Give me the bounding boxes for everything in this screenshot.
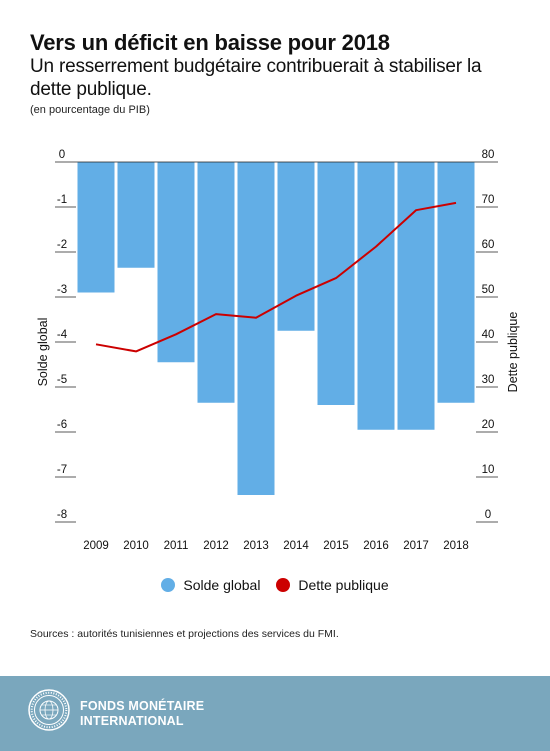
left-tick-label: -3 xyxy=(57,284,67,296)
bar-solde-global xyxy=(437,162,475,403)
left-tick-label: -1 xyxy=(57,194,67,206)
right-tick-label: 40 xyxy=(482,329,495,341)
legend-label-dette: Dette publique xyxy=(298,577,389,593)
y-axis-right-title: Dette publique xyxy=(506,312,520,393)
right-tick-label: 60 xyxy=(482,239,495,251)
right-tick-label: 70 xyxy=(482,194,495,206)
x-tick-label: 2011 xyxy=(164,540,189,552)
legend-swatch-dette xyxy=(276,578,291,592)
left-tick-label: 0 xyxy=(59,149,65,161)
legend: Solde global Dette publique xyxy=(0,575,550,595)
org-name-line2: INTERNATIONAL xyxy=(80,714,184,728)
bar-solde-global xyxy=(117,162,155,268)
line-dette-publique xyxy=(95,201,457,353)
x-tick-label: 2017 xyxy=(403,540,429,552)
legend-label-solde: Solde global xyxy=(183,577,261,593)
legend-swatch-solde xyxy=(161,578,176,592)
right-tick-label: 30 xyxy=(482,374,495,386)
legend-item-dette: Dette publique xyxy=(276,575,389,595)
right-tick-label: 20 xyxy=(482,419,495,431)
x-tick-label: 2012 xyxy=(203,540,229,552)
left-tick-label: -7 xyxy=(57,464,67,476)
x-tick-label: 2016 xyxy=(363,540,389,552)
bar-solde-global xyxy=(357,162,395,430)
bar-solde-global xyxy=(77,162,115,293)
chart-subtitle: Un resserrement budgétaire contribuerait… xyxy=(30,56,482,100)
x-tick-label: 2010 xyxy=(123,540,149,552)
x-tick-label: 2013 xyxy=(243,540,269,552)
bar-solde-global xyxy=(157,162,195,363)
right-tick-label: 50 xyxy=(482,284,495,296)
bar-solde-global xyxy=(397,162,435,430)
left-tick-label: -8 xyxy=(57,509,67,521)
bar-solde-global xyxy=(237,162,275,495)
source-note: Sources : autorités tunisiennes et proje… xyxy=(30,628,339,640)
org-name-line1: FONDS MONÉTAIRE xyxy=(80,699,205,713)
imf-seal-icon xyxy=(28,689,70,731)
right-tick-label: 0 xyxy=(485,509,491,521)
y-axis-left-title: Solde global xyxy=(36,318,50,387)
x-tick-label: 2018 xyxy=(443,540,469,552)
bar-solde-global xyxy=(197,162,235,403)
footer-bar: FONDS MONÉTAIRE INTERNATIONAL xyxy=(0,676,550,751)
left-tick-label: -4 xyxy=(57,329,68,341)
chart-title: Vers un déficit en baisse pour 2018 xyxy=(30,30,390,55)
units-note: (en pourcentage du PIB) xyxy=(30,104,150,116)
left-tick-label: -2 xyxy=(57,239,67,251)
right-tick-label: 80 xyxy=(482,149,495,161)
right-tick-label: 10 xyxy=(482,464,495,476)
x-tick-label: 2015 xyxy=(323,540,349,552)
left-tick-label: -5 xyxy=(57,374,67,386)
left-tick-label: -6 xyxy=(57,419,67,431)
x-tick-label: 2009 xyxy=(83,540,109,552)
org-name: FONDS MONÉTAIRE INTERNATIONAL xyxy=(80,699,204,729)
x-tick-label: 2014 xyxy=(283,540,309,552)
legend-item-solde: Solde global xyxy=(161,575,260,595)
bar-solde-global xyxy=(277,162,315,331)
